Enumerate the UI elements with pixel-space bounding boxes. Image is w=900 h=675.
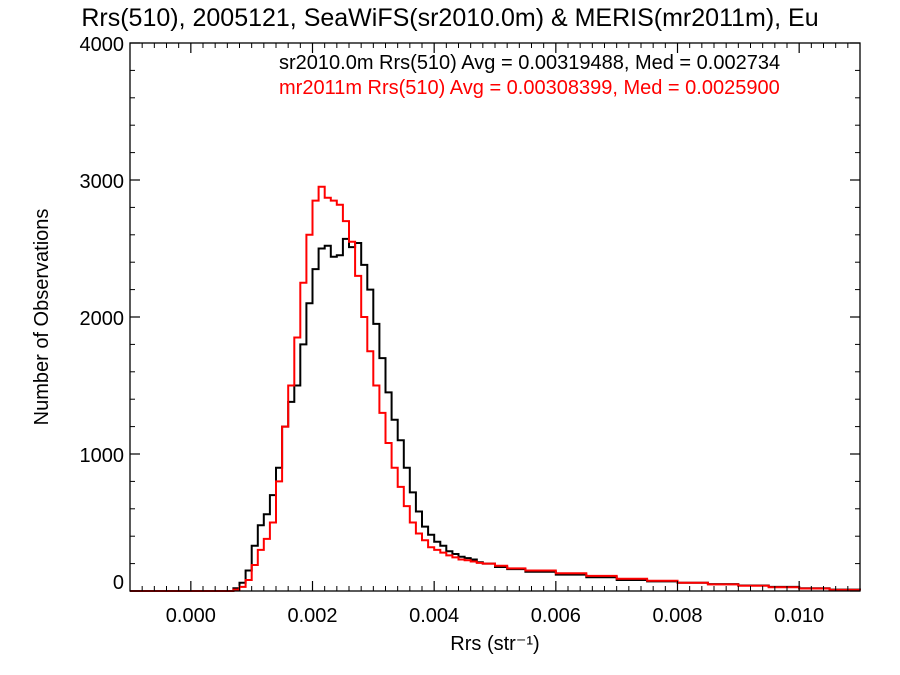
series-layer [130,185,861,592]
y-tick-label: 0 [113,572,124,594]
y-tick-label: 3000 [80,171,125,193]
x-tick-label: 0.000 [166,605,216,627]
x-tick-label: 0.008 [652,605,702,627]
histogram-series-0 [130,237,861,592]
stats-annotation-0: sr2010.0m Rrs(510) Avg = 0.00319488, Med… [279,52,780,74]
x-tick-label: 0.002 [287,605,337,627]
tick-layer [129,42,861,592]
plot-frame [129,42,861,592]
stats-annotation-1: mr2011m Rrs(510) Avg = 0.00308399, Med =… [279,77,780,99]
histogram-series-1 [130,185,861,592]
y-tick-label: 4000 [80,34,125,56]
y-tick-label: 1000 [80,445,125,467]
x-tick-label: 0.006 [531,605,581,627]
chart-title: Rrs(510), 2005121, SeaWiFS(sr2010.0m) & … [81,4,819,32]
x-axis-label: Rrs (str⁻¹) [450,633,539,655]
y-axis-label: Number of Observations [31,209,53,426]
label-layer: 0.000 0.002 0.004 0.006 0.008 0.010 0 1000 2000 3… [31,34,824,655]
y-tick-label: 2000 [80,308,125,330]
x-tick-label: 0.010 [774,605,824,627]
x-tick-label: 0.004 [409,605,459,627]
